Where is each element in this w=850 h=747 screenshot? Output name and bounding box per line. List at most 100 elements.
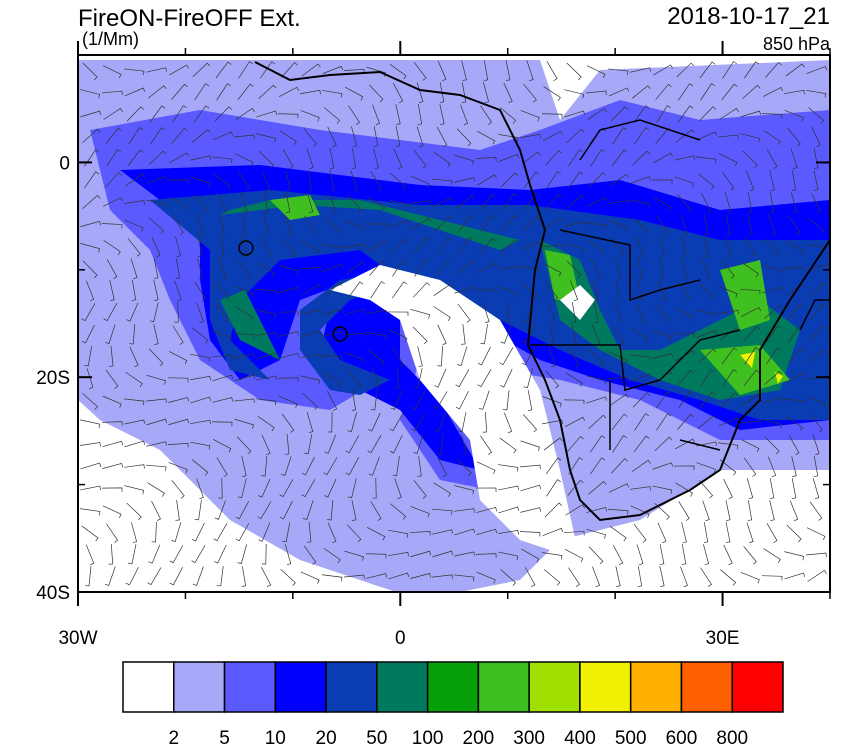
wind-barb (761, 113, 783, 119)
wind-barb (475, 487, 497, 492)
wind-barb (807, 349, 827, 363)
wind-barb (608, 87, 630, 97)
wind-barb (323, 372, 342, 387)
wind-barb (411, 390, 425, 410)
wind-barb (106, 149, 121, 167)
wind-barb (565, 416, 586, 428)
wind-barb (696, 131, 718, 141)
wind-barb (722, 369, 738, 387)
wind-barb (102, 395, 122, 408)
wind-barb (658, 280, 666, 302)
wind-barb (412, 282, 430, 298)
wind-barb (434, 412, 447, 432)
wind-barb (80, 220, 102, 228)
wind-barb (542, 419, 563, 425)
wind-barb (811, 126, 821, 148)
wind-barb (413, 237, 430, 255)
wind-barb (677, 194, 692, 213)
wind-barb (278, 265, 299, 275)
wind-barb (433, 151, 451, 168)
wind-barb (301, 479, 316, 498)
wind-barb (808, 107, 825, 124)
wind-barb (807, 217, 825, 234)
wind-barb (548, 302, 556, 324)
wind-barb (124, 464, 145, 469)
wind-barb (300, 330, 322, 338)
wind-barb (630, 373, 652, 383)
wind-barb (388, 572, 410, 580)
wind-barb (300, 110, 320, 122)
wind-barb (261, 170, 271, 192)
wind-barb (261, 543, 267, 565)
wind-barb (263, 214, 269, 235)
wind-barb (214, 283, 231, 300)
wind-barb (718, 417, 740, 427)
colorbar-label: 2 (168, 728, 179, 747)
wind-barb (457, 346, 468, 366)
wind-barb (212, 330, 232, 342)
colorbar-label: 10 (265, 728, 286, 747)
wind-barb (784, 572, 806, 580)
wind-barb (410, 309, 431, 319)
wind-barb (742, 150, 758, 169)
wind-barb (150, 127, 166, 145)
wind-barb (301, 284, 321, 296)
wind-barb (104, 566, 116, 586)
wind-barb (457, 303, 471, 323)
wind-barb (681, 522, 687, 544)
wind-barb (263, 192, 269, 213)
wind-barb (234, 134, 255, 139)
wind-barb (190, 176, 210, 188)
wind-barb (417, 104, 423, 125)
wind-barb (700, 567, 712, 587)
wind-barb (124, 219, 144, 232)
wind-barb (241, 566, 246, 587)
wind-barb (482, 302, 490, 324)
wind-barb (365, 223, 387, 229)
wind-barb (417, 456, 422, 477)
wind-barb (411, 413, 426, 432)
wind-barb (545, 149, 562, 166)
wind-barb (146, 374, 167, 385)
axes: 0 20S 40S 30W 0 30E (36, 41, 831, 649)
wind-barb (278, 352, 300, 360)
wind-barb (718, 285, 738, 298)
wind-barb (303, 128, 317, 147)
wind-barb (436, 237, 451, 255)
wind-barb (102, 65, 122, 79)
wind-barb (769, 478, 775, 499)
wind-barb (168, 418, 190, 426)
wind-barb (277, 377, 299, 382)
wind-barb (806, 395, 826, 408)
wind-barb (787, 348, 804, 364)
wind-barb (280, 456, 292, 476)
wind-barb (651, 179, 673, 184)
wind-barb (568, 457, 583, 475)
wind-barb (388, 529, 409, 538)
wind-barb (393, 148, 403, 170)
wind-barb (279, 479, 294, 498)
wind-barb (568, 347, 580, 367)
wind-barb (190, 353, 211, 362)
wind-barb (742, 84, 761, 99)
wind-barb (674, 155, 695, 161)
wind-barb (632, 150, 651, 166)
wind-barb (475, 157, 497, 162)
wind-barb (306, 192, 314, 214)
wind-barb (260, 61, 276, 79)
wind-barb (785, 63, 805, 77)
wind-barb (498, 485, 519, 491)
wind-barb (590, 149, 605, 167)
wind-barb (480, 215, 495, 233)
wind-barb (260, 237, 272, 257)
wind-barb (129, 346, 139, 368)
wind-barb (564, 242, 585, 253)
wind-barb (108, 544, 114, 565)
wind-barb (81, 525, 99, 542)
wind-barb (703, 214, 709, 235)
wind-barb (677, 369, 694, 386)
wind-barb (458, 237, 474, 255)
wind-barb (784, 266, 805, 272)
wind-barb (261, 456, 268, 477)
wind-barb (102, 462, 124, 469)
